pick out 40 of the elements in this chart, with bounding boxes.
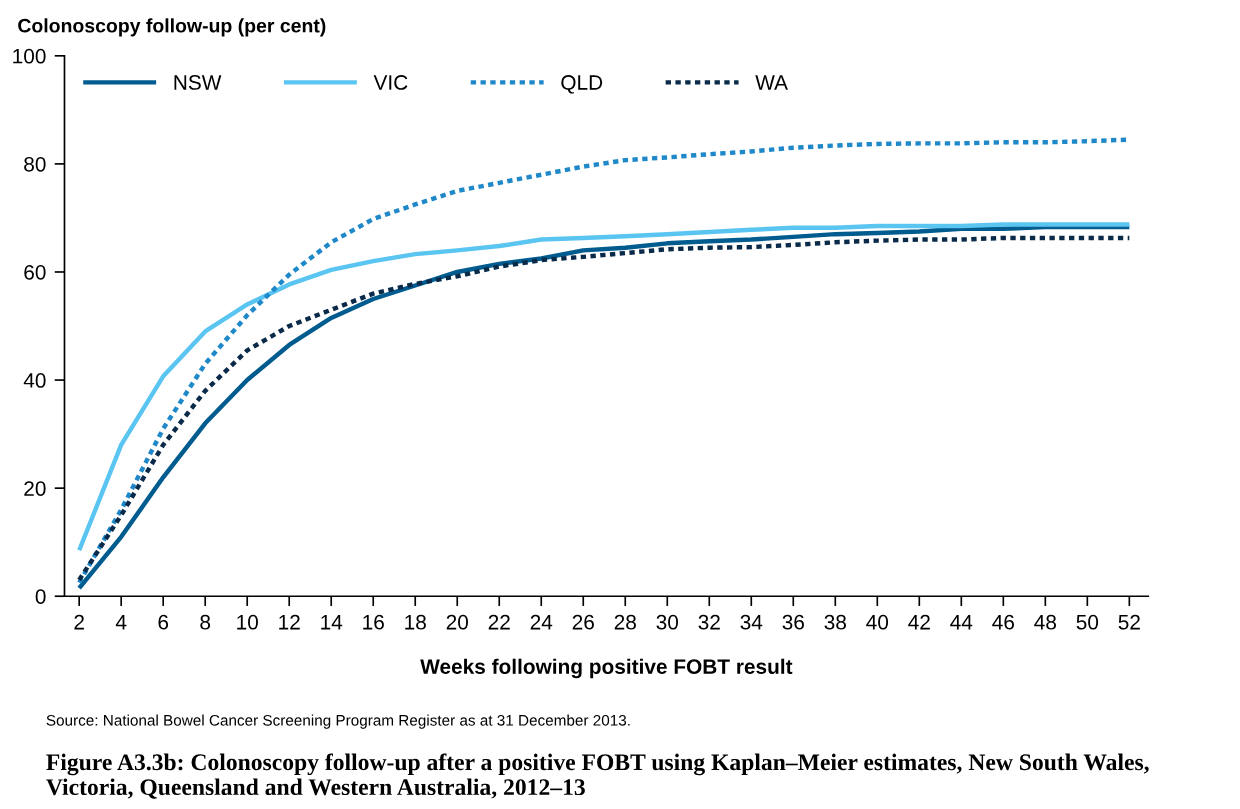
y-tick-label: 80 [24, 156, 46, 172]
legend-label: NSW [174, 75, 222, 90]
x-tick-label: 24 [530, 614, 553, 630]
x-tick-label: 52 [1118, 614, 1140, 630]
y-tick-label: 60 [24, 264, 46, 280]
y-axis-title: Colonoscopy follow-up (per cent) [18, 18, 326, 37]
x-tick-label: 4 [115, 615, 127, 630]
x-tick-label: 8 [200, 614, 211, 630]
x-tick-label: 20 [446, 614, 469, 630]
x-tick-label: 38 [824, 614, 846, 630]
x-tick-label: 36 [782, 614, 804, 630]
x-axis-title: Weeks following positive FOBT result [420, 658, 793, 679]
x-tick-label: 10 [237, 614, 258, 630]
x-tick-label: 26 [572, 614, 594, 630]
x-tick-label: 14 [321, 615, 343, 630]
x-tick-label: 6 [158, 614, 169, 630]
x-tick-label: 32 [698, 614, 720, 630]
text: Figure A3.3b: Colonoscopy follow-up after a positive FOBT using Kaplan–Meier estimates, New South Wales, Victoria, Queensland and Western Australia, 2012–13 [46, 753, 1149, 799]
x-tick-label: 18 [405, 614, 426, 630]
y-tick-label: 0 [35, 589, 46, 604]
x-tick-label: 28 [614, 614, 636, 630]
x-tick-label: 44 [950, 615, 973, 630]
x-tick-label: 40 [866, 614, 889, 630]
x-tick-label: 50 [1076, 614, 1099, 630]
legend-label: QLD [561, 75, 603, 94]
legend-label: WA [755, 75, 788, 90]
y-tick-label: 40 [23, 373, 46, 388]
x-tick-label: 12 [279, 614, 300, 630]
x-tick-label: 46 [992, 614, 1014, 630]
x-tick-label: 34 [740, 614, 763, 630]
y-tick-label: 20 [24, 481, 46, 496]
x-tick-label: 42 [908, 614, 930, 630]
x-tick-label: 30 [656, 614, 679, 630]
source-note: Source: National Bowel Cancer Screening Program Register as at 31 December 2013. [46, 714, 630, 729]
x-tick-label: 16 [363, 614, 384, 630]
x-tick-label: 22 [488, 614, 510, 630]
x-tick-label: 48 [1034, 614, 1057, 630]
y-tick-label: 100 [13, 48, 46, 64]
x-tick-label: 2 [74, 614, 84, 630]
legend-label: VIC [373, 75, 408, 90]
